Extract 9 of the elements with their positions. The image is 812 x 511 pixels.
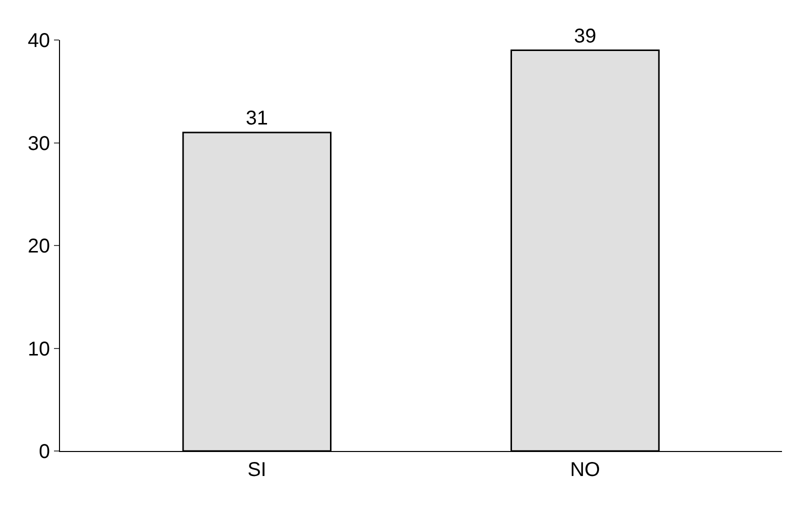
x-tick-label: SI [247,459,266,481]
data-label: 31 [246,107,268,130]
y-tick-label: 0 [38,441,50,463]
y-tick-label: 20 [28,236,50,258]
y-tick-label: 10 [28,338,50,360]
x-tick-label: NO [570,459,600,481]
data-label: 39 [574,25,596,48]
y-tick-label: 30 [28,132,50,155]
y-tick-label: 40 [28,30,50,52]
